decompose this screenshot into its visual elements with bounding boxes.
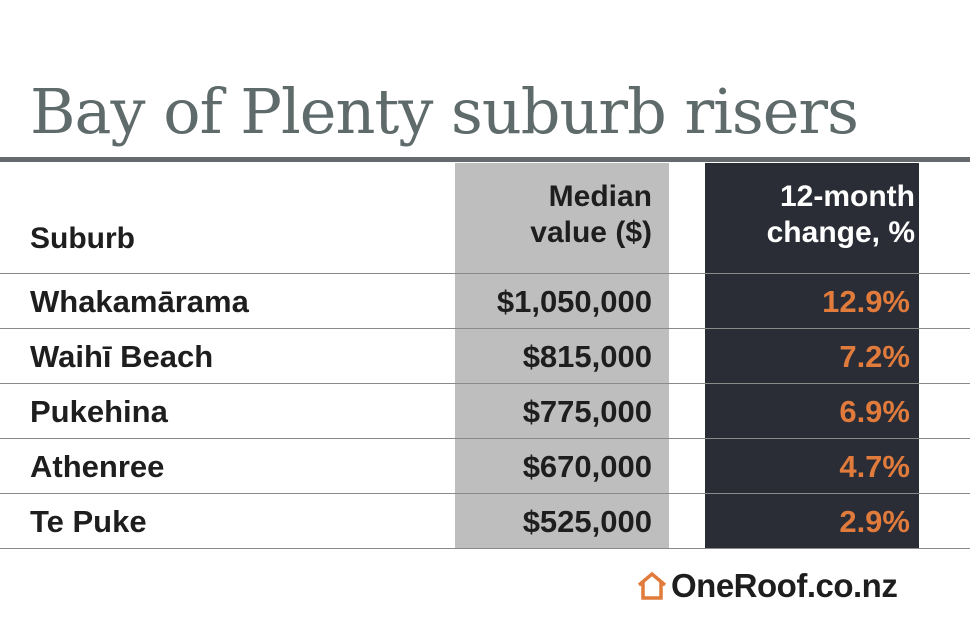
- cell-suburb: Pukehina: [30, 394, 168, 429]
- cell-suburb: Te Puke: [30, 504, 147, 539]
- cell-suburb: Waihī Beach: [30, 339, 214, 374]
- table-bottom-rule: [0, 548, 970, 549]
- cell-12-month-change: 12.9%: [822, 284, 910, 319]
- header-median-value: Median value ($): [530, 179, 652, 251]
- table-row: Waihī Beach $815,000 7.2%: [0, 328, 970, 383]
- table-row: Te Puke $525,000 2.9%: [0, 493, 970, 548]
- header-12-month-change: 12-month change, %: [767, 179, 915, 251]
- cell-median-value: $775,000: [522, 394, 652, 429]
- cell-suburb: Whakamārama: [30, 284, 249, 319]
- cell-12-month-change: 7.2%: [839, 339, 910, 374]
- header-median-line-1: Median: [548, 180, 652, 213]
- row-divider: [0, 383, 970, 384]
- header-suburb-line: Suburb: [30, 222, 135, 255]
- risers-table: Suburb Median value ($) 12-month change,…: [0, 157, 970, 549]
- cell-median-value: $815,000: [522, 339, 652, 374]
- median-column-background: [455, 163, 669, 549]
- table-top-rule: [0, 157, 970, 162]
- header-median-line-2: value ($): [530, 216, 652, 249]
- cell-median-value: $525,000: [522, 504, 652, 539]
- logo-text: OneRoof.co.nz: [671, 567, 898, 604]
- cell-12-month-change: 4.7%: [839, 449, 910, 484]
- table-row: Athenree $670,000 4.7%: [0, 438, 970, 493]
- cell-suburb: Athenree: [30, 449, 165, 484]
- row-divider: [0, 438, 970, 439]
- oneroof-logo: OneRoof.co.nz: [636, 566, 898, 606]
- change-column-background: [705, 163, 919, 549]
- cell-median-value: $1,050,000: [496, 284, 652, 319]
- cell-median-value: $670,000: [522, 449, 652, 484]
- table-row: Pukehina $775,000 6.9%: [0, 383, 970, 438]
- table-row: Whakamārama $1,050,000 12.9%: [0, 273, 970, 328]
- row-divider: [0, 493, 970, 494]
- row-divider: [0, 328, 970, 329]
- header-suburb: Suburb: [30, 221, 135, 257]
- chart-title: Bay of Plenty suburb risers: [30, 75, 859, 148]
- cell-12-month-change: 6.9%: [839, 394, 910, 429]
- header-change-line-1: 12-month: [780, 180, 915, 213]
- header-change-line-2: change, %: [766, 216, 915, 249]
- row-divider: [0, 273, 970, 274]
- cell-12-month-change: 2.9%: [839, 504, 910, 539]
- house-icon: [636, 571, 668, 601]
